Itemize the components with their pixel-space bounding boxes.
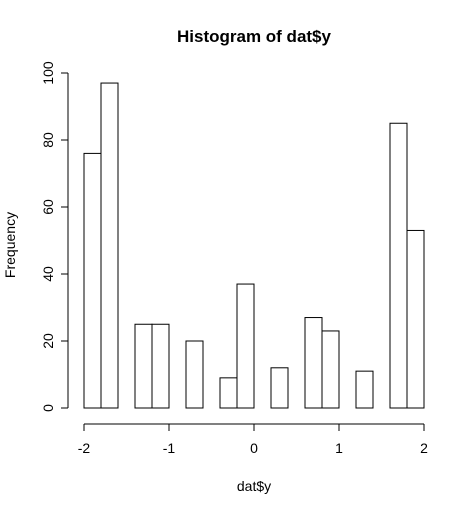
- chart-title: Histogram of dat$y: [177, 27, 332, 46]
- y-axis: 0 20 40 60 80 100: [40, 61, 69, 412]
- y-tick-label-4: 80: [40, 132, 56, 148]
- x-axis-label: dat$y: [237, 478, 271, 494]
- bars-layer: [83, 82, 425, 409]
- x-tick-label-2: 0: [250, 440, 258, 456]
- histogram-bar-9: [236, 283, 255, 409]
- y-tick-label-0: 0: [40, 404, 56, 412]
- histogram-bar-4: [151, 323, 170, 409]
- histogram-bar-8: [219, 377, 238, 409]
- histogram-bar-14: [321, 330, 340, 409]
- histogram-bar-11: [270, 367, 289, 409]
- histogram-bar-0: [83, 152, 102, 409]
- x-tick-label-0: -2: [78, 440, 91, 456]
- histogram-bar-3: [134, 323, 153, 409]
- y-tick-label-1: 20: [40, 333, 56, 349]
- y-tick-label-2: 40: [40, 266, 56, 282]
- histogram-bar-19: [406, 229, 425, 409]
- histogram-bar-16: [355, 370, 374, 409]
- histogram-bar-6: [185, 340, 204, 409]
- x-tick-label-3: 1: [335, 440, 343, 456]
- histogram-bar-13: [304, 317, 323, 409]
- histogram-bar-1: [100, 82, 119, 409]
- y-tick-label-3: 60: [40, 199, 56, 215]
- histogram-bar-18: [389, 122, 408, 409]
- x-tick-label-4: 2: [420, 440, 428, 456]
- y-axis-label: Frequency: [2, 212, 18, 278]
- x-tick-label-1: -1: [163, 440, 176, 456]
- x-axis: -2 -1 0 1 2: [78, 423, 428, 456]
- y-tick-label-5: 100: [40, 61, 56, 85]
